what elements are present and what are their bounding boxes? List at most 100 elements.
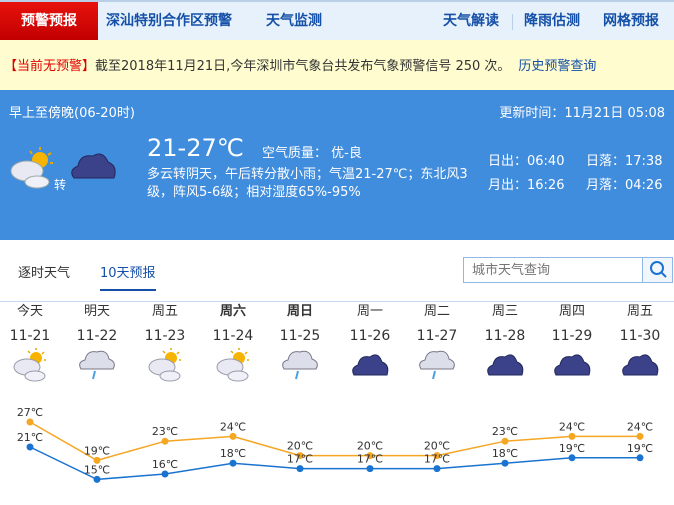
nav-grid-forecast[interactable]: 网格预报: [603, 13, 659, 29]
low-temp-point: [636, 454, 644, 462]
high-temp-label: 27℃: [17, 406, 43, 419]
sunrise: 日出：06:40: [488, 154, 565, 169]
low-temp-point: [433, 465, 441, 473]
high-temp-point: [161, 437, 169, 445]
overcast-icon: [487, 354, 524, 376]
moonrise: 月出：16:26: [488, 178, 565, 193]
high-temp-label: 20℃: [287, 440, 313, 453]
temp-range: 21-27℃: [147, 134, 244, 162]
day-date: 11-26: [349, 328, 391, 344]
nav-warning-forecast[interactable]: 预警预报: [0, 2, 98, 40]
overcast-icon: [71, 153, 116, 179]
high-temp-label: 24℃: [627, 420, 653, 433]
high-temp-point: [568, 432, 576, 440]
low-temp-point: [296, 465, 304, 473]
low-temp-point: [366, 465, 374, 473]
low-temp-label: 21℃: [17, 431, 43, 444]
low-temp-point: [501, 459, 509, 467]
low-temp-label: 19℃: [627, 442, 653, 455]
city-search-input[interactable]: [464, 258, 643, 282]
day-name: 周六: [219, 304, 246, 319]
moonset: 月落：04:26: [586, 178, 663, 193]
day-name: 周四: [558, 304, 585, 319]
temperature-chart: 27℃ 19℃ 23℃ 24℃ 20℃ 20℃ 20℃ 23℃ 24℃ 24℃ 21℃ 15℃ 16℃ 1…: [17, 406, 653, 483]
day-name: 明天: [83, 304, 110, 319]
warning-notice: 【当前无预警】截至2018年11月21日,今年深圳市气象台共发布气象预警信号 2…: [0, 40, 674, 90]
high-temp-point: [229, 432, 237, 440]
nav-rain-estimate[interactable]: 降雨估测: [524, 13, 580, 29]
high-temp-label: 19℃: [84, 444, 110, 457]
low-temp-point: [568, 454, 576, 462]
search-icon: [649, 260, 667, 278]
high-temp-point: [636, 432, 644, 440]
day-name: 今天: [16, 304, 43, 319]
low-temp-point: [93, 475, 101, 483]
update-time: 更新时间：11月21日 05:08: [499, 106, 665, 121]
partly-cloudy-icon: [148, 348, 181, 382]
today-panel: 早上至傍晚(06-20时) 更新时间：11月21日 05:08 转 21-27℃…: [0, 90, 674, 240]
notice-text: 截至2018年11月21日,今年深圳市气象台共发布气象预警信号 250 次。: [95, 59, 511, 74]
day-name: 周五: [151, 304, 178, 319]
forecast-tabs: 逐时天气 10天预报: [0, 240, 674, 302]
sunset: 日落：17:38: [586, 154, 663, 169]
top-nav: 预警预报 深汕特别合作区预警 天气监测 天气解读 降雨估测 网格预报: [0, 0, 674, 40]
nav-weather-monitor[interactable]: 天气监测: [266, 13, 322, 29]
day-name: 周五: [626, 304, 653, 319]
light-rain-icon: [282, 350, 318, 380]
low-temp-label: 17℃: [424, 453, 450, 466]
low-temp-label: 19℃: [559, 442, 585, 455]
nav-weather-interpretation[interactable]: 天气解读: [443, 13, 499, 29]
day-date: 11-29: [551, 328, 593, 344]
high-temp-label: 20℃: [357, 440, 383, 453]
high-temp-label: 24℃: [559, 420, 585, 433]
light-rain-icon: [419, 350, 455, 380]
air-quality: 空气质量： 优-良: [262, 146, 362, 161]
low-temp-point: [161, 470, 169, 478]
overcast-icon: [622, 354, 659, 376]
day-date: 11-25: [279, 328, 321, 344]
light-rain-icon: [79, 350, 115, 380]
high-temp-label: 24℃: [220, 420, 246, 433]
high-temp-label: 20℃: [424, 440, 450, 453]
low-temp-label: 15℃: [84, 463, 110, 476]
day-date: 11-27: [416, 328, 458, 344]
overcast-icon: [352, 354, 389, 376]
high-temp-label: 23℃: [152, 425, 178, 438]
high-temp-point: [296, 452, 304, 460]
low-temp-label: 17℃: [357, 453, 383, 466]
day-date: 11-23: [144, 328, 186, 344]
high-temp-point: [433, 452, 441, 460]
day-date: 11-21: [9, 328, 51, 344]
day-date: 11-28: [484, 328, 526, 344]
city-search: [463, 257, 673, 283]
low-temp-label: 16℃: [152, 458, 178, 471]
high-temp-point: [93, 456, 101, 464]
day-name: 周一: [356, 304, 383, 319]
day-name: 周日: [286, 304, 313, 319]
nav-divider: [512, 14, 513, 30]
day-name: 周二: [423, 304, 450, 319]
high-temp-line: [29, 421, 640, 462]
high-temp-label: 23℃: [492, 425, 518, 438]
day-date: 11-30: [619, 328, 661, 344]
history-warning-link[interactable]: 历史预警查询: [518, 59, 597, 74]
period-label: 早上至傍晚(06-20时): [9, 106, 135, 121]
no-warning-label: 【当前无预警】: [4, 59, 96, 74]
nav-shenshan-warning[interactable]: 深汕特别合作区预警: [106, 13, 232, 29]
low-temp-label: 18℃: [492, 447, 518, 460]
high-temp-point: [501, 437, 509, 445]
partly-cloudy-icon: [13, 348, 46, 382]
tab-10-day[interactable]: 10天预报: [100, 262, 156, 291]
overcast-icon: [554, 354, 591, 376]
tab-hourly[interactable]: 逐时天气: [18, 266, 71, 281]
search-button[interactable]: [643, 258, 672, 282]
low-temp-line: [29, 446, 640, 481]
day-date: 11-22: [76, 328, 118, 344]
turn-label: 转: [54, 178, 67, 192]
high-temp-point: [26, 418, 34, 426]
low-temp-label: 18℃: [220, 447, 246, 460]
day-name: 周三: [491, 304, 518, 319]
low-temp-point: [229, 459, 237, 467]
day-date: 11-24: [212, 328, 254, 344]
low-temp-point: [26, 443, 34, 451]
